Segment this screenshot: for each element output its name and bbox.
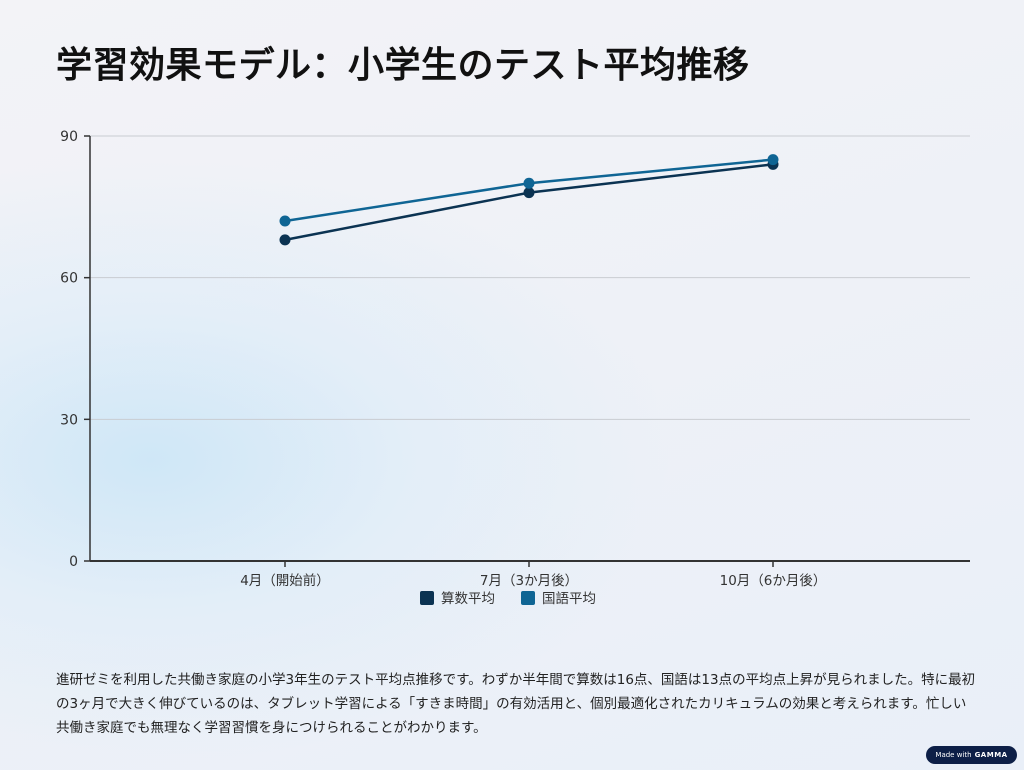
legend-swatch: [521, 591, 535, 605]
data-point: [523, 187, 535, 199]
series-line-0: [284, 163, 774, 242]
made-with-gamma-badge[interactable]: Made with GAMMA: [926, 746, 1017, 764]
gamma-logo: GAMMA: [974, 751, 1008, 759]
chart-description: 進研ゼミを利用した共働き家庭の小学3年生のテスト平均点推移です。わずか半年間で算…: [56, 671, 976, 736]
legend-swatch: [420, 591, 434, 605]
legend-label: 算数平均: [441, 591, 495, 607]
x-tick-label: 10月（6か月後）: [720, 573, 827, 589]
legend-label: 国語平均: [542, 590, 596, 607]
page-title: 学習効果モデル：小学生のテスト平均推移: [56, 45, 750, 86]
y-tick-label: 60: [60, 271, 78, 287]
y-tick-label: 30: [60, 412, 78, 428]
data-point: [767, 154, 779, 166]
data-point: [523, 177, 535, 189]
y-tick-label: 90: [60, 129, 78, 145]
y-tick-label: 0: [69, 554, 78, 570]
data-point: [279, 215, 291, 227]
line-chart: 0 30 60 90 4月（開始前） 7月（3か月後） 10月（6か月後） 算数平均 国語平均: [60, 129, 970, 607]
x-tick-label: 7月（3か月後）: [480, 573, 578, 589]
data-point: [279, 234, 291, 246]
badge-prefix: Made with: [935, 751, 972, 759]
x-tick-label: 4月（開始前）: [240, 572, 330, 589]
